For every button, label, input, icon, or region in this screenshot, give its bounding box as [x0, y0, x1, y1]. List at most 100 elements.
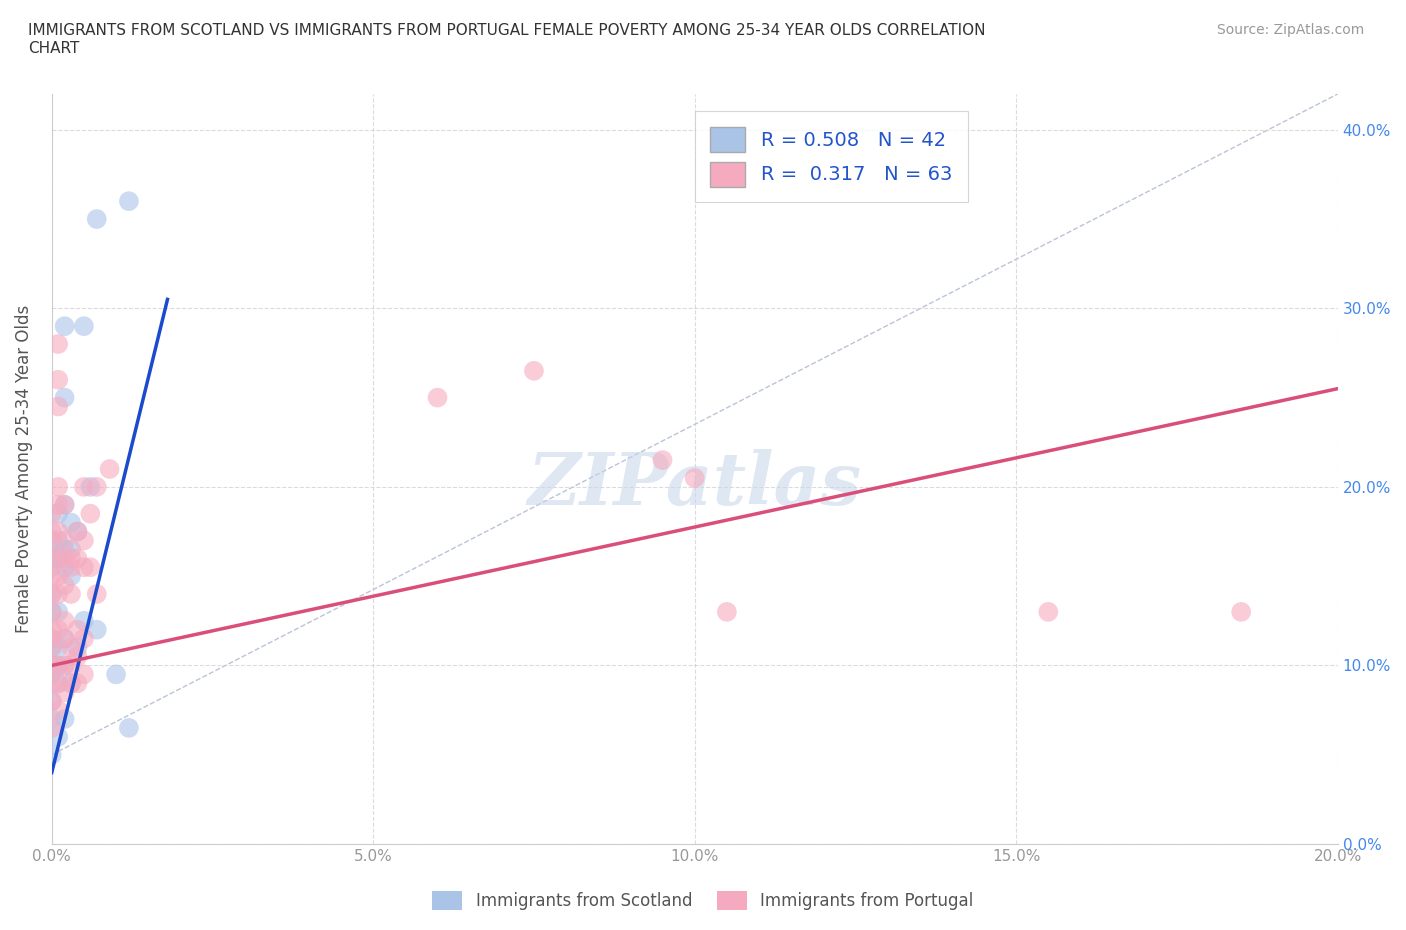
Point	[66, 649, 89, 664]
Point	[73, 319, 96, 334]
Point	[66, 525, 89, 539]
Point	[73, 533, 96, 548]
Point	[41, 604, 63, 619]
Point	[41, 676, 63, 691]
Point	[46, 658, 69, 673]
Point	[53, 533, 76, 548]
Text: IMMIGRANTS FROM SCOTLAND VS IMMIGRANTS FROM PORTUGAL FEMALE POVERTY AMONG 25-34 : IMMIGRANTS FROM SCOTLAND VS IMMIGRANTS F…	[28, 23, 986, 56]
Point	[60, 560, 83, 575]
Point	[73, 614, 96, 629]
Point	[46, 658, 69, 673]
Point	[41, 667, 63, 682]
Point	[73, 560, 96, 575]
Point	[41, 658, 63, 673]
Point	[41, 551, 63, 565]
Point	[41, 631, 63, 646]
Point	[41, 631, 63, 646]
Point	[60, 640, 83, 655]
Legend: R = 0.508   N = 42, R =  0.317   N = 63: R = 0.508 N = 42, R = 0.317 N = 63	[695, 112, 967, 202]
Point	[66, 640, 89, 655]
Point	[53, 391, 76, 405]
Point	[1038, 604, 1060, 619]
Point	[66, 551, 89, 565]
Y-axis label: Female Poverty Among 25-34 Year Olds: Female Poverty Among 25-34 Year Olds	[15, 305, 32, 633]
Point	[41, 748, 63, 763]
Point	[41, 587, 63, 602]
Point	[426, 391, 449, 405]
Point	[98, 461, 121, 476]
Point	[46, 498, 69, 512]
Point	[41, 569, 63, 584]
Point	[46, 622, 69, 637]
Point	[46, 569, 69, 584]
Point	[41, 560, 63, 575]
Point	[79, 480, 101, 495]
Point	[53, 658, 76, 673]
Point	[53, 560, 76, 575]
Point	[41, 533, 63, 548]
Point	[60, 551, 83, 565]
Point	[60, 587, 83, 602]
Point	[46, 676, 69, 691]
Point	[41, 604, 63, 619]
Point	[46, 640, 69, 655]
Point	[46, 676, 69, 691]
Point	[41, 658, 63, 673]
Point	[46, 551, 69, 565]
Point	[41, 525, 63, 539]
Point	[66, 676, 89, 691]
Point	[41, 640, 63, 655]
Point	[1230, 604, 1253, 619]
Point	[86, 622, 108, 637]
Point	[53, 658, 76, 673]
Point	[651, 453, 673, 468]
Point	[683, 471, 706, 485]
Point	[41, 721, 63, 736]
Point	[60, 676, 83, 691]
Point	[105, 667, 128, 682]
Point	[73, 667, 96, 682]
Point	[60, 515, 83, 530]
Point	[46, 399, 69, 414]
Point	[53, 631, 76, 646]
Point	[41, 694, 63, 709]
Point	[66, 525, 89, 539]
Point	[41, 533, 63, 548]
Point	[53, 319, 76, 334]
Point	[66, 622, 89, 637]
Point	[118, 721, 141, 736]
Point	[46, 703, 69, 718]
Point	[46, 372, 69, 387]
Point	[60, 658, 83, 673]
Text: Source: ZipAtlas.com: Source: ZipAtlas.com	[1216, 23, 1364, 37]
Point	[73, 480, 96, 495]
Point	[41, 622, 63, 637]
Point	[53, 578, 76, 592]
Point	[716, 604, 738, 619]
Point	[60, 676, 83, 691]
Point	[118, 193, 141, 208]
Point	[41, 587, 63, 602]
Point	[53, 614, 76, 629]
Point	[86, 480, 108, 495]
Point	[523, 364, 546, 379]
Point	[46, 587, 69, 602]
Point	[41, 506, 63, 521]
Point	[60, 542, 83, 557]
Point	[46, 525, 69, 539]
Point	[53, 542, 76, 557]
Point	[53, 631, 76, 646]
Point	[73, 631, 96, 646]
Point	[53, 711, 76, 726]
Point	[46, 337, 69, 352]
Point	[46, 604, 69, 619]
Legend: Immigrants from Scotland, Immigrants from Portugal: Immigrants from Scotland, Immigrants fro…	[426, 884, 980, 917]
Point	[41, 640, 63, 655]
Point	[86, 587, 108, 602]
Point	[46, 480, 69, 495]
Point	[41, 694, 63, 709]
Point	[46, 533, 69, 548]
Text: ZIPatlas: ZIPatlas	[527, 448, 862, 520]
Point	[46, 551, 69, 565]
Point	[53, 684, 76, 699]
